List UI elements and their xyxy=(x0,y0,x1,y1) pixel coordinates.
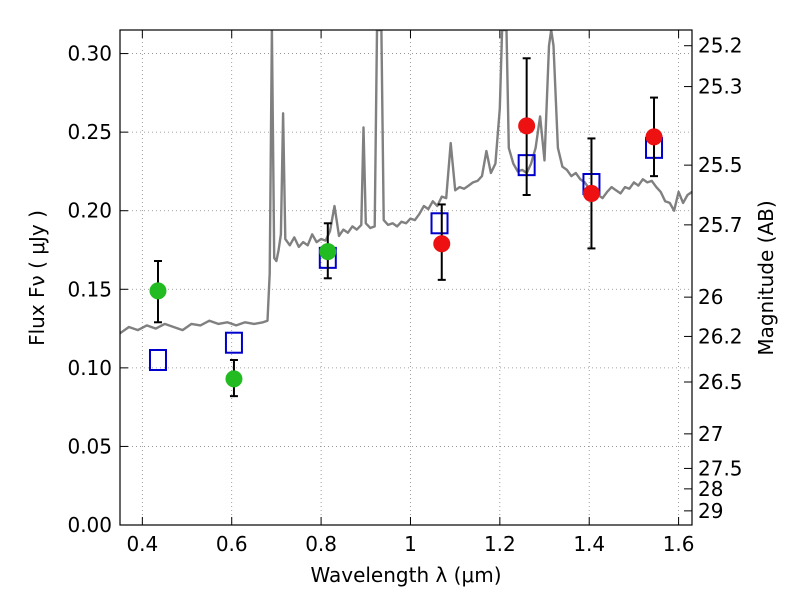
y-tick-label: 0.10 xyxy=(67,356,112,380)
y-tick-label: 0.05 xyxy=(67,434,112,458)
mag-tick-label: 26 xyxy=(698,285,723,309)
mag-tick-label: 25.3 xyxy=(698,75,743,99)
marker-layer xyxy=(148,57,664,398)
observed-flux-point xyxy=(319,243,337,261)
plot-frame xyxy=(119,29,693,526)
x-tick-label: 1.6 xyxy=(663,532,695,556)
spectrum-layer xyxy=(120,30,692,335)
x-tick-label: 0.4 xyxy=(126,532,158,556)
y-axis-title: Flux Fν ( μJy ) xyxy=(25,210,49,346)
mag-tick-label: 27 xyxy=(698,422,723,446)
y-tick-label: 0.00 xyxy=(67,513,112,537)
mag-tick-label: 27.5 xyxy=(698,456,743,480)
y-tick-label: 0.30 xyxy=(67,42,112,66)
y2-axis-title: Magnitude (AB) xyxy=(754,200,778,355)
model-photometry-square xyxy=(148,349,167,371)
observed-flux-point xyxy=(433,235,451,253)
spectrum-line xyxy=(120,30,692,335)
observed-flux-point xyxy=(225,370,243,388)
mag-tick-label: 29 xyxy=(698,499,723,523)
tick-layer: 0.4 0.6 0.8 1 1.2 1.4 1.6 0.00 0.05 0.10 0.15 0.20 0… xyxy=(67,30,743,556)
mag-tick-label: 28 xyxy=(698,477,723,501)
y-tick-label: 0.25 xyxy=(67,120,112,144)
observed-flux-point xyxy=(149,282,167,300)
x-tick-label: 1.4 xyxy=(573,532,605,556)
x-tick-label: 1 xyxy=(404,532,417,556)
observed-flux-point xyxy=(582,184,600,202)
model-photometry-square xyxy=(430,212,449,235)
mag-tick-label: 26.2 xyxy=(698,324,743,348)
mag-tick-label: 26.5 xyxy=(698,370,743,394)
model-photometry-square xyxy=(224,331,243,354)
mag-tick-label: 25.5 xyxy=(698,153,743,177)
x-tick-label: 0.8 xyxy=(305,532,337,556)
y-tick-label: 0.20 xyxy=(67,199,112,223)
x-tick-label: 0.6 xyxy=(216,532,248,556)
mag-tick-label: 25.2 xyxy=(698,34,743,58)
observed-flux-point xyxy=(645,128,663,146)
x-tick-label: 1.2 xyxy=(484,532,516,556)
x-axis-title: Wavelength λ (μm) xyxy=(310,563,501,587)
y-tick-label: 0.15 xyxy=(67,277,112,301)
observed-flux-point xyxy=(518,117,536,135)
mag-tick-label: 25.7 xyxy=(698,213,743,237)
